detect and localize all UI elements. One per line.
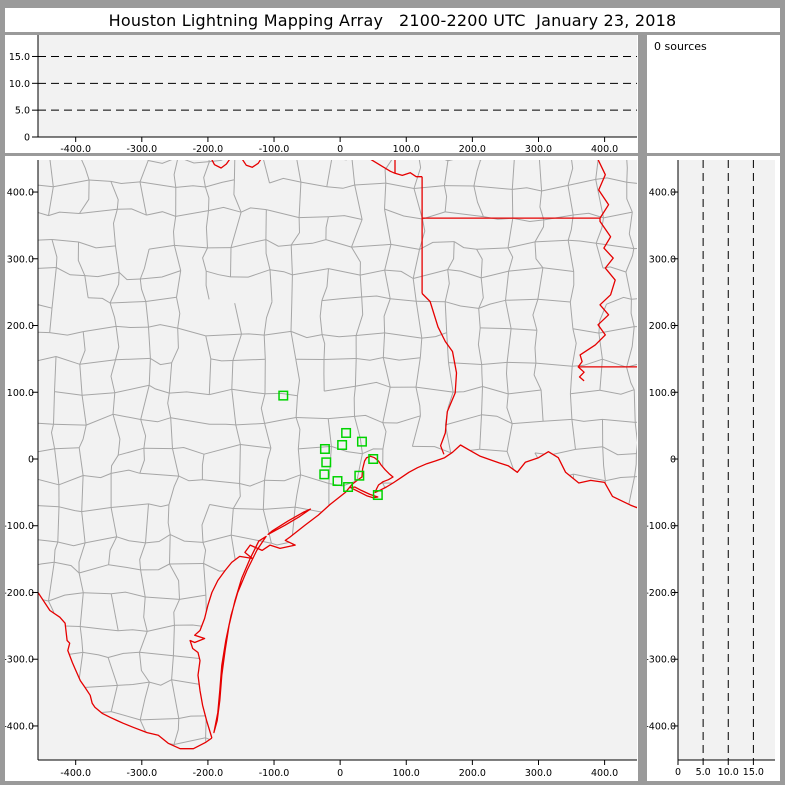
red-river-border bbox=[211, 160, 423, 178]
station-marker bbox=[332, 476, 343, 487]
ew-tick-label: -100.0 bbox=[259, 768, 290, 779]
ns-tick-label: -100.0 bbox=[647, 521, 676, 532]
ew-altitude-plot[interactable]: 0 5.0 10.0 15.0 -400.0 -300.0 -200.0 -100.0 0 100… bbox=[5, 35, 638, 153]
ew-tick-label: -400.0 bbox=[60, 144, 91, 153]
station-marker bbox=[343, 482, 354, 493]
ew-tick-label: 0 bbox=[337, 144, 343, 153]
ns-tick-label: -100.0 bbox=[5, 521, 34, 532]
rio-grande-border bbox=[38, 592, 213, 750]
altitude-tick-label: 15.0 bbox=[743, 767, 764, 778]
ns-alt-plot-area[interactable] bbox=[678, 160, 775, 760]
plan-view-map[interactable]: 400.0 300.0 200.0 100.0 0 -100.0 -200.0 -300.0 -… bbox=[5, 156, 638, 781]
station-marker bbox=[341, 427, 352, 438]
ew-tick-label: 400.0 bbox=[591, 768, 618, 779]
ew-tick-label: 200.0 bbox=[459, 144, 486, 153]
station-marker bbox=[321, 457, 332, 468]
station-marker bbox=[319, 469, 330, 480]
altitude-tick-label: 10.0 bbox=[9, 79, 30, 90]
ew-tick-label: -200.0 bbox=[193, 144, 224, 153]
title-bar: Houston Lightning Mapping Array 2100-220… bbox=[5, 8, 780, 32]
altitude-tick-label: 5.0 bbox=[15, 106, 30, 117]
ns-tick-label: -400.0 bbox=[647, 721, 676, 732]
ns-tick-label: 200.0 bbox=[7, 321, 34, 332]
station-marker bbox=[356, 436, 367, 447]
station-marker bbox=[368, 453, 379, 464]
station-marker bbox=[354, 470, 365, 481]
ns-tick-label: 300.0 bbox=[649, 254, 676, 265]
sources-count-label: 0 sources bbox=[654, 40, 707, 53]
station-markers bbox=[278, 390, 383, 501]
ns-tick-label: 0 bbox=[670, 454, 676, 465]
altitude-tick-label: 10.0 bbox=[718, 767, 739, 778]
ns-tick-label: -300.0 bbox=[647, 655, 676, 666]
barrier-island-padre_island bbox=[213, 535, 267, 734]
ew-tick-label: 100.0 bbox=[393, 144, 420, 153]
plan-view-map-panel: 400.0 300.0 200.0 100.0 0 -100.0 -200.0 -300.0 -… bbox=[5, 156, 638, 781]
window-title: Houston Lightning Mapping Array 2100-220… bbox=[108, 10, 677, 30]
barrier-island-galveston_island bbox=[350, 486, 379, 499]
ns-tick-label: 400.0 bbox=[649, 188, 676, 199]
altitude-tick-label: 0 bbox=[24, 133, 30, 144]
barrier-island-matagorda_peninsula bbox=[267, 508, 312, 536]
altitude-tick-label: 15.0 bbox=[9, 52, 30, 63]
ew-tick-label: -300.0 bbox=[126, 768, 157, 779]
ns-tick-label: 0 bbox=[28, 454, 34, 465]
ns-altitude-plot[interactable]: 400.0 300.0 200.0 100.0 0 -100.0 -200.0 -300.0 -… bbox=[647, 156, 780, 781]
ns-tick-label: 200.0 bbox=[649, 321, 676, 332]
mississippi-river-border bbox=[577, 160, 616, 382]
altitude-tick-label: 0 bbox=[675, 767, 681, 778]
altitude-tick-label: 5.0 bbox=[696, 767, 711, 778]
sabine-river-border bbox=[421, 293, 458, 455]
ns-altitude-panel: 400.0 300.0 200.0 100.0 0 -100.0 -200.0 -300.0 -… bbox=[647, 156, 780, 781]
ew-tick-label: 300.0 bbox=[525, 144, 552, 153]
station-marker bbox=[278, 390, 289, 401]
map-plot-area[interactable] bbox=[38, 160, 637, 760]
ns-tick-label: 400.0 bbox=[7, 188, 34, 199]
sources-panel: 0 sources bbox=[647, 35, 780, 153]
station-marker bbox=[372, 490, 383, 501]
ew-tick-label: 300.0 bbox=[525, 768, 552, 779]
ew-tick-label: -400.0 bbox=[60, 768, 91, 779]
ew-tick-label: -100.0 bbox=[259, 144, 290, 153]
ns-tick-label: -200.0 bbox=[5, 588, 34, 599]
ew-tick-label: 200.0 bbox=[459, 768, 486, 779]
ew-tick-label: 400.0 bbox=[591, 144, 618, 153]
ew-tick-label: 100.0 bbox=[393, 768, 420, 779]
ns-tick-label: -200.0 bbox=[647, 588, 676, 599]
gulf-coastline bbox=[189, 444, 637, 739]
station-marker bbox=[319, 443, 330, 454]
station-marker bbox=[337, 439, 348, 450]
ns-tick-label: 300.0 bbox=[7, 254, 34, 265]
ew-tick-label: 0 bbox=[337, 768, 343, 779]
state-borders-and-coastline bbox=[38, 160, 637, 750]
ew-tick-label: -300.0 bbox=[126, 144, 157, 153]
ew-alt-plot-area[interactable] bbox=[38, 35, 637, 137]
ew-tick-label: -200.0 bbox=[193, 768, 224, 779]
ns-tick-label: 100.0 bbox=[649, 388, 676, 399]
ns-tick-label: -400.0 bbox=[5, 721, 34, 732]
ns-tick-label: 100.0 bbox=[7, 388, 34, 399]
ew-altitude-panel: 0 5.0 10.0 15.0 -400.0 -300.0 -200.0 -100.0 0 100… bbox=[5, 35, 638, 153]
ns-tick-label: -300.0 bbox=[5, 655, 34, 666]
